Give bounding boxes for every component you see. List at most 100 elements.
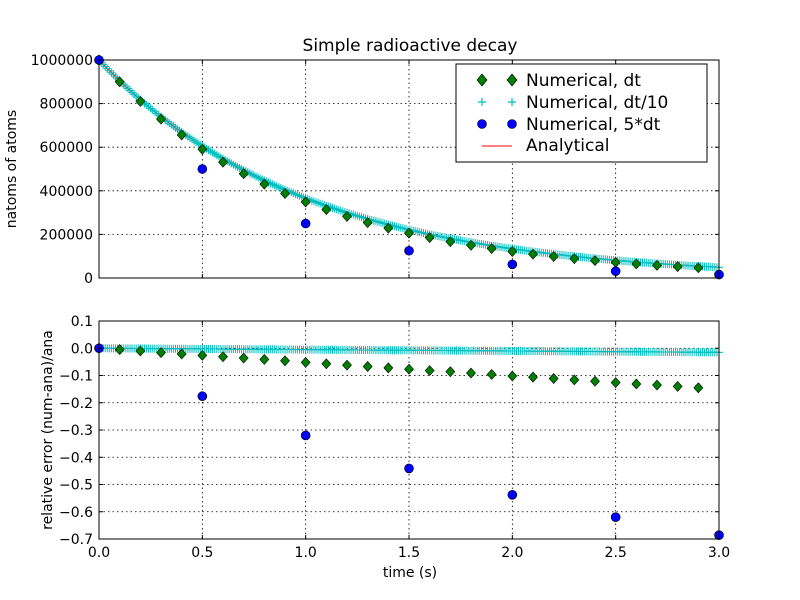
data-point	[316, 199, 325, 208]
data-point	[105, 66, 114, 75]
data-point	[300, 218, 311, 229]
data-point	[355, 212, 364, 221]
data-point	[466, 239, 476, 251]
y-tick-label: −0.1	[59, 369, 93, 385]
data-point	[424, 365, 435, 377]
top-chart: 0 200000 400000 600000 800000 1000000 natoms …	[4, 53, 724, 287]
data-point	[396, 223, 405, 232]
x-tick-label: 3.0	[708, 545, 730, 561]
data-point	[309, 197, 318, 206]
y-tick-label: −0.6	[59, 505, 93, 521]
data-point	[252, 172, 261, 181]
bottom-x-axis-label: time (s)	[383, 565, 437, 581]
legend-label-dt10: Numerical, dt/10	[526, 93, 668, 113]
data-point	[338, 207, 347, 216]
data-point	[351, 211, 360, 220]
data-point	[270, 181, 279, 190]
data-point	[274, 183, 283, 192]
data-point	[235, 163, 244, 172]
data-point	[318, 200, 327, 209]
legend-item-dt: Numerical, dt	[476, 71, 641, 91]
y-tick-label: 600000	[40, 140, 93, 156]
data-point	[256, 174, 265, 183]
legend: Numerical, dt Numerical, dt/10 Numerical…	[455, 63, 708, 163]
data-point	[404, 245, 414, 256]
data-point	[466, 367, 476, 379]
data-point	[507, 246, 518, 257]
data-point	[126, 86, 134, 95]
data-point	[142, 100, 151, 109]
legend-diamond-marker	[506, 73, 518, 87]
data-point	[289, 189, 298, 198]
data-point	[135, 95, 146, 107]
legend-label-dt: Numerical, dt	[526, 71, 641, 91]
y-tick-label: 1000000	[31, 53, 93, 69]
bottom-y-axis-label: relative error (num-ana)/ana	[40, 330, 56, 530]
data-point	[156, 347, 166, 359]
data-point	[291, 190, 300, 199]
data-point	[218, 351, 228, 363]
x-tick-label: 1.0	[295, 545, 317, 561]
data-point	[693, 382, 704, 394]
data-point	[194, 139, 203, 148]
data-point	[357, 213, 366, 222]
data-point	[300, 196, 311, 208]
data-point	[293, 190, 302, 199]
y-tick-label: −0.5	[59, 478, 93, 494]
data-point	[272, 182, 281, 191]
data-point	[144, 102, 153, 111]
data-point	[342, 210, 352, 222]
legend-diamond-marker	[476, 73, 488, 87]
data-point	[101, 62, 110, 71]
data-point	[394, 223, 403, 232]
legend-label-5dt: Numerical, 5*dt	[526, 115, 661, 135]
data-point	[103, 64, 112, 73]
data-point	[250, 171, 258, 180]
y-tick-label: 200000	[40, 227, 93, 243]
top-y-axis-label: natoms of atoms	[4, 110, 20, 228]
data-point	[197, 391, 208, 402]
y-tick-label: −0.4	[59, 450, 93, 466]
data-point	[404, 363, 414, 375]
data-point	[163, 117, 172, 126]
data-point	[148, 106, 157, 115]
data-point	[652, 259, 662, 271]
data-point	[652, 379, 662, 391]
data-point	[312, 198, 320, 207]
data-point	[610, 512, 621, 523]
bottom-dt-series	[94, 342, 704, 394]
data-point	[128, 88, 137, 97]
data-point	[146, 104, 155, 113]
data-point	[280, 188, 290, 199]
data-point	[369, 216, 378, 225]
data-point	[330, 204, 339, 213]
top-dt10-series	[95, 56, 723, 272]
data-point	[383, 222, 394, 234]
y-tick-label: 0.1	[71, 314, 93, 330]
data-point	[374, 217, 382, 226]
data-point	[332, 205, 341, 214]
data-point	[233, 162, 242, 171]
data-point	[631, 378, 642, 390]
data-point	[173, 125, 182, 134]
y-tick-label: 400000	[40, 184, 93, 200]
data-point	[114, 344, 125, 356]
data-point	[380, 219, 389, 228]
data-point	[353, 211, 362, 220]
data-point	[231, 161, 240, 170]
data-point	[297, 192, 306, 201]
data-point	[247, 170, 256, 179]
data-point	[321, 204, 332, 216]
data-point	[404, 463, 414, 474]
data-point	[328, 203, 337, 212]
legend-item-analytical: Analytical	[482, 136, 609, 156]
data-point	[376, 218, 385, 227]
data-point	[208, 148, 217, 157]
top-ticks: 0 200000 400000 600000 800000 1000000	[31, 53, 720, 287]
data-point	[445, 236, 456, 248]
data-point	[238, 352, 249, 364]
data-point	[109, 70, 118, 79]
data-point	[507, 259, 518, 270]
legend-item-dt10: Numerical, dt/10	[478, 93, 668, 113]
data-point	[268, 180, 277, 189]
